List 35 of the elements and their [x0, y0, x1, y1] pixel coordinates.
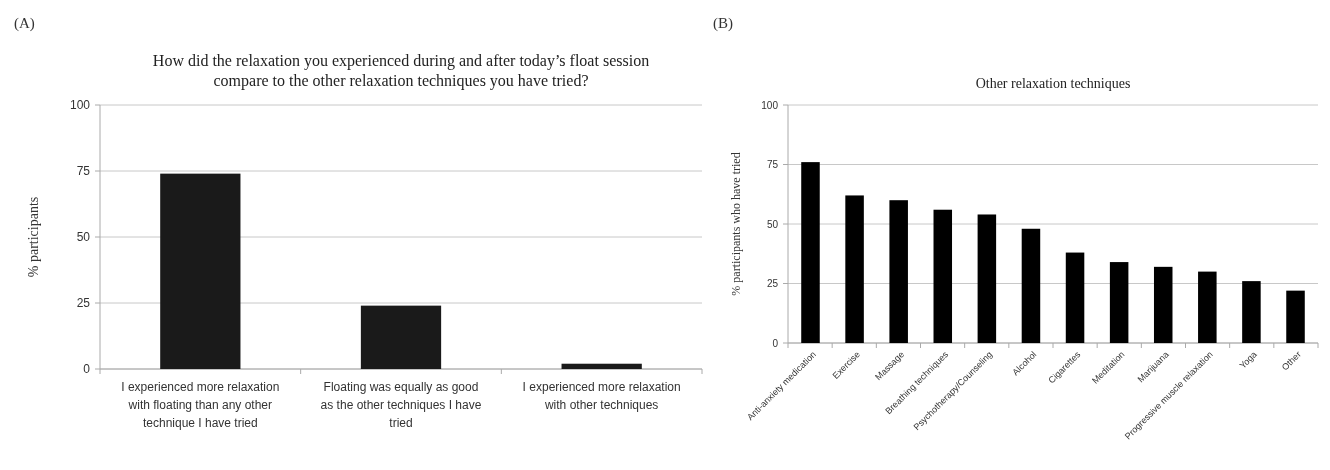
bar — [160, 173, 241, 369]
y-tick-label: 100 — [69, 98, 91, 113]
y-tick-label: 0 — [83, 362, 91, 377]
y-tick-label: 50 — [76, 230, 91, 245]
y-tick-label: 0 — [772, 337, 779, 349]
bar — [1109, 262, 1129, 343]
y-tick-label: 25 — [766, 278, 779, 289]
bar — [889, 200, 908, 343]
chart-title: How did the relaxation you experienced during and after today’s float session compare to the other relaxation techniques you have tried? — [152, 52, 650, 90]
bar — [801, 162, 820, 343]
bar — [1065, 252, 1085, 343]
bar — [845, 195, 864, 343]
bar — [360, 305, 442, 369]
text: (A) — [14, 15, 35, 32]
y-tick-label: 100 — [761, 99, 779, 111]
bar — [1198, 271, 1217, 343]
x-tick-label: Floating was equally as good as the other techniques I have tried — [320, 380, 482, 430]
y-axis-title: % participants who have tried — [729, 152, 743, 296]
y-tick-label: 50 — [766, 218, 779, 230]
bar — [977, 214, 997, 343]
x-tick-label: I experienced more relaxation with other techniques — [522, 380, 681, 412]
bar — [1242, 281, 1261, 343]
x-tick-label: Yoga — [1237, 349, 1259, 371]
bar — [1021, 228, 1041, 343]
x-tick-label: I experienced more relaxation with floating than any other technique I have tried — [121, 380, 280, 430]
bar — [1286, 290, 1305, 343]
y-tick-label: 75 — [76, 164, 91, 179]
bar — [1153, 266, 1173, 343]
y-tick-label: 75 — [766, 159, 779, 170]
y-axis-title: % participants — [26, 196, 41, 278]
bar — [561, 363, 642, 369]
y-tick-label: 25 — [76, 296, 91, 311]
text: (B) — [713, 15, 733, 32]
bar — [933, 209, 953, 343]
chart-title: Other relaxation techniques — [975, 76, 1131, 91]
